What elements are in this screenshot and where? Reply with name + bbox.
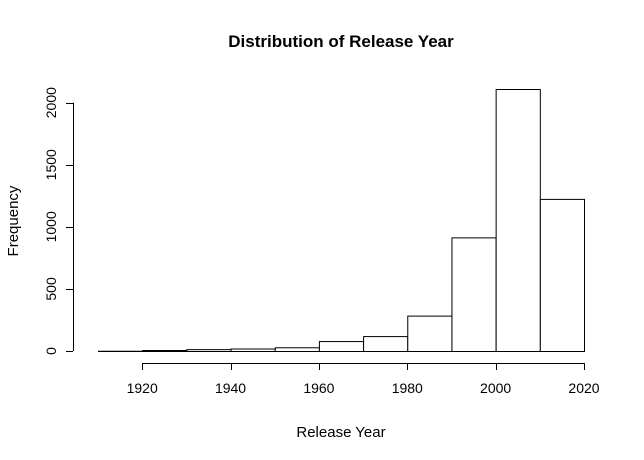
- x-axis-label: Release Year: [296, 424, 385, 441]
- y-tick-label-1000: 1000: [43, 211, 59, 242]
- x-tick-label-2000: 2000: [480, 380, 511, 396]
- y-tick-label-500: 500: [43, 277, 59, 301]
- histogram-bar-2000-2010: [495, 89, 541, 352]
- y-axis-label: Frequency: [5, 185, 22, 256]
- histogram-bar-1990-2000: [451, 237, 497, 352]
- y-tick-label-0: 0: [43, 347, 59, 355]
- x-tick-label-1920: 1920: [127, 380, 158, 396]
- x-tick-label-1940: 1940: [215, 380, 246, 396]
- y-axis: 0 500 1000 1500 2000: [43, 87, 74, 355]
- bars-group: [98, 89, 585, 353]
- x-tick-label-1980: 1980: [392, 380, 423, 396]
- histogram-bar-1970-1980: [363, 336, 409, 352]
- histogram-bar-1920-1930: [142, 350, 188, 352]
- histogram-bar-1930-1940: [186, 349, 232, 353]
- x-tick-label-1960: 1960: [303, 380, 334, 396]
- x-tick-label-2020: 2020: [568, 380, 599, 396]
- y-tick-label-2000: 2000: [43, 87, 59, 118]
- chart-title: Distribution of Release Year: [228, 32, 454, 51]
- histogram-bar-2010-2020: [539, 198, 585, 352]
- histogram-bar-1960-1970: [318, 341, 365, 352]
- histogram-bar-1980-1990: [407, 315, 453, 353]
- y-tick-label-1500: 1500: [43, 149, 59, 180]
- histogram-bar-1950-1960: [274, 347, 320, 352]
- histogram-bar-1940-1950: [230, 348, 276, 353]
- x-axis: 1920 1940 1960 1980 2000 2020: [127, 363, 600, 396]
